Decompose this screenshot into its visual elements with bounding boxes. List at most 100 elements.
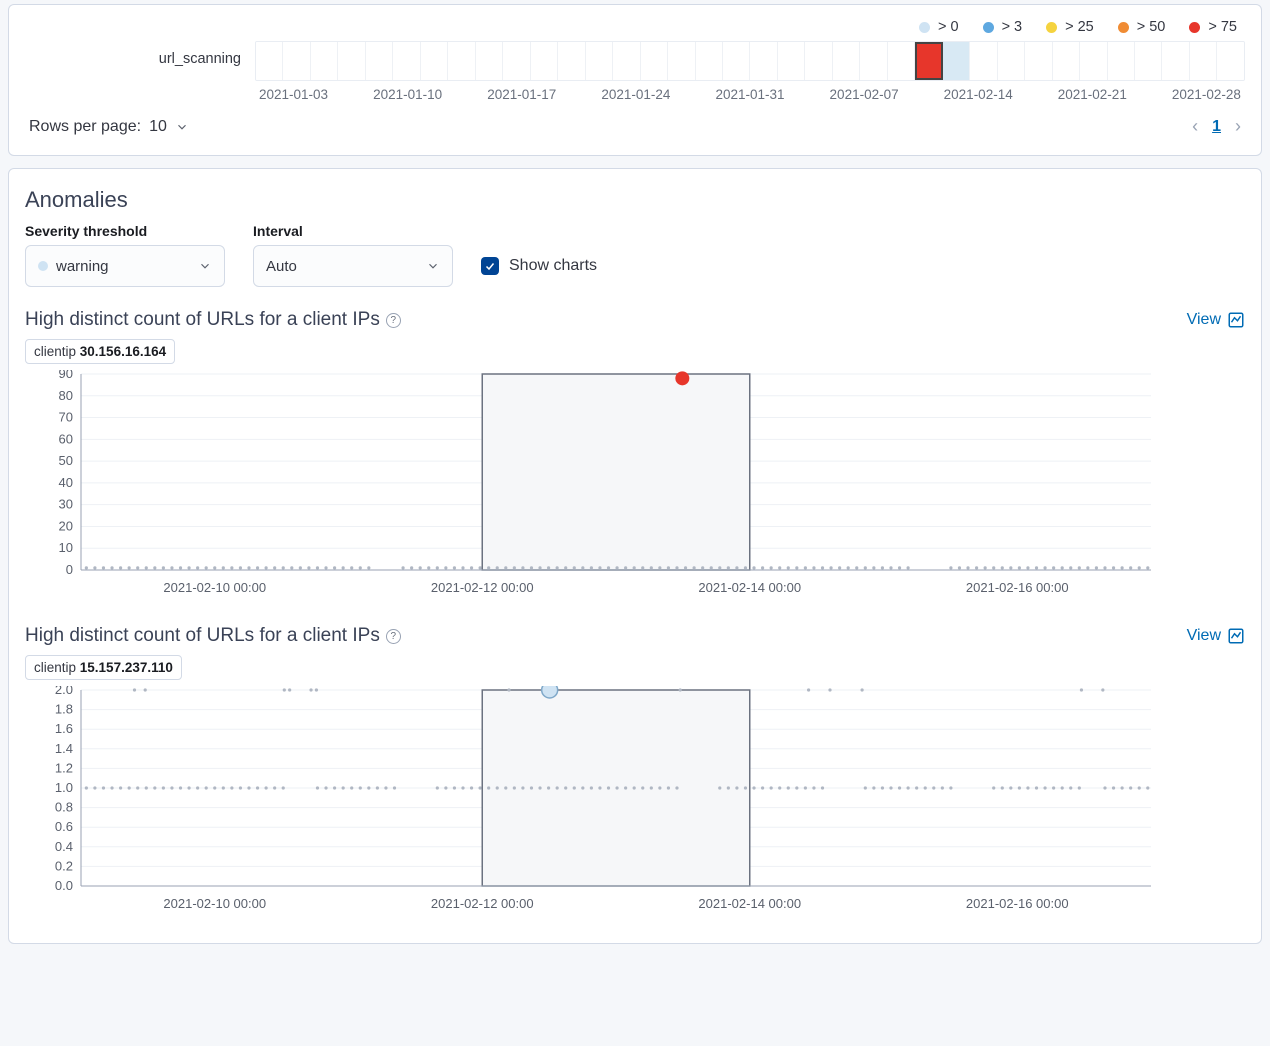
swimlane-cell[interactable] <box>256 42 283 80</box>
legend-dot-icon <box>919 22 930 33</box>
swimlane-cell[interactable] <box>805 42 832 80</box>
svg-text:2021-02-10 00:00: 2021-02-10 00:00 <box>163 580 266 595</box>
pager-page-1[interactable]: 1 <box>1212 118 1221 136</box>
svg-text:2.0: 2.0 <box>55 686 73 697</box>
swimlane-cell[interactable] <box>283 42 310 80</box>
anomalies-panel: Anomalies Severity threshold warning Int… <box>8 168 1262 944</box>
swimlane-cell[interactable] <box>860 42 887 80</box>
svg-text:1.2: 1.2 <box>55 760 73 775</box>
swimlane-cell[interactable] <box>1053 42 1080 80</box>
clientip-badge[interactable]: clientip 30.156.16.164 <box>25 339 175 364</box>
svg-text:10: 10 <box>59 540 73 555</box>
svg-text:20: 20 <box>59 518 73 533</box>
svg-text:0.4: 0.4 <box>55 839 73 854</box>
show-charts-checkbox[interactable] <box>481 257 499 275</box>
swimlane-cell[interactable] <box>1162 42 1189 80</box>
swimlane-tick: 2021-02-07 <box>830 87 899 102</box>
severity-threshold-select[interactable]: warning <box>25 245 225 287</box>
legend-item: > 3 <box>983 19 1023 35</box>
svg-text:0.0: 0.0 <box>55 878 73 893</box>
swimlane-cell[interactable] <box>421 42 448 80</box>
swimlane-cell[interactable] <box>558 42 585 80</box>
svg-text:2021-02-16 00:00: 2021-02-16 00:00 <box>966 896 1069 911</box>
svg-text:2021-02-12 00:00: 2021-02-12 00:00 <box>431 896 534 911</box>
swimlane-cell[interactable] <box>750 42 777 80</box>
swimlane-cell[interactable] <box>943 42 970 80</box>
chart-icon <box>1227 311 1245 329</box>
anomaly-block: High distinct count of URLs for a client… <box>25 625 1245 927</box>
swimlane-cell[interactable] <box>613 42 640 80</box>
swimlane-cell[interactable] <box>476 42 503 80</box>
swimlane-cell[interactable] <box>1135 42 1162 80</box>
swimlane-cell[interactable] <box>970 42 997 80</box>
interval-select[interactable]: Auto <box>253 245 453 287</box>
svg-text:0.2: 0.2 <box>55 858 73 873</box>
legend-dot-icon <box>1046 22 1057 33</box>
svg-text:90: 90 <box>59 370 73 381</box>
swimlane-cell[interactable] <box>338 42 365 80</box>
pager-prev[interactable]: ‹ <box>1192 116 1198 137</box>
swimlane-cell[interactable] <box>998 42 1025 80</box>
swimlane-cell[interactable] <box>778 42 805 80</box>
swimlane-cell[interactable] <box>915 42 942 80</box>
legend-dot-icon <box>1189 22 1200 33</box>
clientip-badge[interactable]: clientip 15.157.237.110 <box>25 655 182 680</box>
svg-text:2021-02-14 00:00: 2021-02-14 00:00 <box>698 580 801 595</box>
swimlane-cell[interactable] <box>1190 42 1217 80</box>
swimlane-cell[interactable] <box>1025 42 1052 80</box>
svg-text:1.6: 1.6 <box>55 721 73 736</box>
severity-threshold-value: warning <box>56 258 109 275</box>
severity-threshold-label: Severity threshold <box>25 223 225 239</box>
swimlane-cells[interactable] <box>255 41 1245 81</box>
swimlane-tick: 2021-02-21 <box>1058 87 1127 102</box>
swimlane-cell[interactable] <box>641 42 668 80</box>
anomaly-point[interactable] <box>675 371 689 385</box>
swimlane-cell[interactable] <box>833 42 860 80</box>
swimlane-cell[interactable] <box>1108 42 1135 80</box>
chart-container: 0.00.20.40.60.81.01.21.41.61.82.02021-02… <box>25 686 1245 927</box>
chevron-down-icon <box>175 120 189 134</box>
swimlane-cell[interactable] <box>723 42 750 80</box>
swimlane-tick: 2021-01-24 <box>601 87 670 102</box>
pager-next[interactable]: › <box>1235 116 1241 137</box>
swimlane-cell[interactable] <box>531 42 558 80</box>
chevron-down-icon <box>426 259 440 273</box>
rows-per-page-select[interactable]: Rows per page: 10 <box>29 118 189 136</box>
swimlane-cell[interactable] <box>586 42 613 80</box>
swimlane-cell[interactable] <box>696 42 723 80</box>
swimlane-cell[interactable] <box>1217 42 1243 80</box>
anomaly-point[interactable] <box>542 686 558 698</box>
legend-label: > 25 <box>1065 19 1094 35</box>
svg-text:1.4: 1.4 <box>55 741 73 756</box>
anomaly-chart[interactable]: 0.00.20.40.60.81.01.21.41.61.82.02021-02… <box>25 686 1155 924</box>
svg-text:80: 80 <box>59 388 73 403</box>
view-link[interactable]: View <box>1187 627 1245 645</box>
swimlane: url_scanning 2021-01-032021-01-102021-01… <box>25 41 1245 102</box>
legend-label: > 50 <box>1137 19 1166 35</box>
legend-item: > 75 <box>1189 19 1237 35</box>
legend-item: > 50 <box>1118 19 1166 35</box>
anomaly-block: High distinct count of URLs for a client… <box>25 309 1245 611</box>
svg-text:1.0: 1.0 <box>55 780 73 795</box>
help-icon[interactable]: ? <box>386 313 401 328</box>
swimlane-cell[interactable] <box>668 42 695 80</box>
rows-per-page-value: 10 <box>149 118 167 136</box>
anomaly-block-title: High distinct count of URLs for a client… <box>25 309 401 331</box>
swimlane-cell[interactable] <box>1080 42 1107 80</box>
chevron-down-icon <box>198 259 212 273</box>
anomaly-chart[interactable]: 01020304050607080902021-02-10 00:002021-… <box>25 370 1155 608</box>
swimlane-cell[interactable] <box>448 42 475 80</box>
swimlane-cell[interactable] <box>393 42 420 80</box>
check-icon <box>484 260 496 272</box>
help-icon[interactable]: ? <box>386 629 401 644</box>
swimlane-cell[interactable] <box>366 42 393 80</box>
svg-text:70: 70 <box>59 410 73 425</box>
svg-text:0.8: 0.8 <box>55 800 73 815</box>
swimlane-cell[interactable] <box>311 42 338 80</box>
swimlane-cell[interactable] <box>888 42 915 80</box>
view-link[interactable]: View <box>1187 311 1245 329</box>
svg-text:40: 40 <box>59 475 73 490</box>
swimlane-cell[interactable] <box>503 42 530 80</box>
swimlane-track: 2021-01-032021-01-102021-01-172021-01-24… <box>255 41 1245 102</box>
swimlane-tick: 2021-02-28 <box>1172 87 1241 102</box>
